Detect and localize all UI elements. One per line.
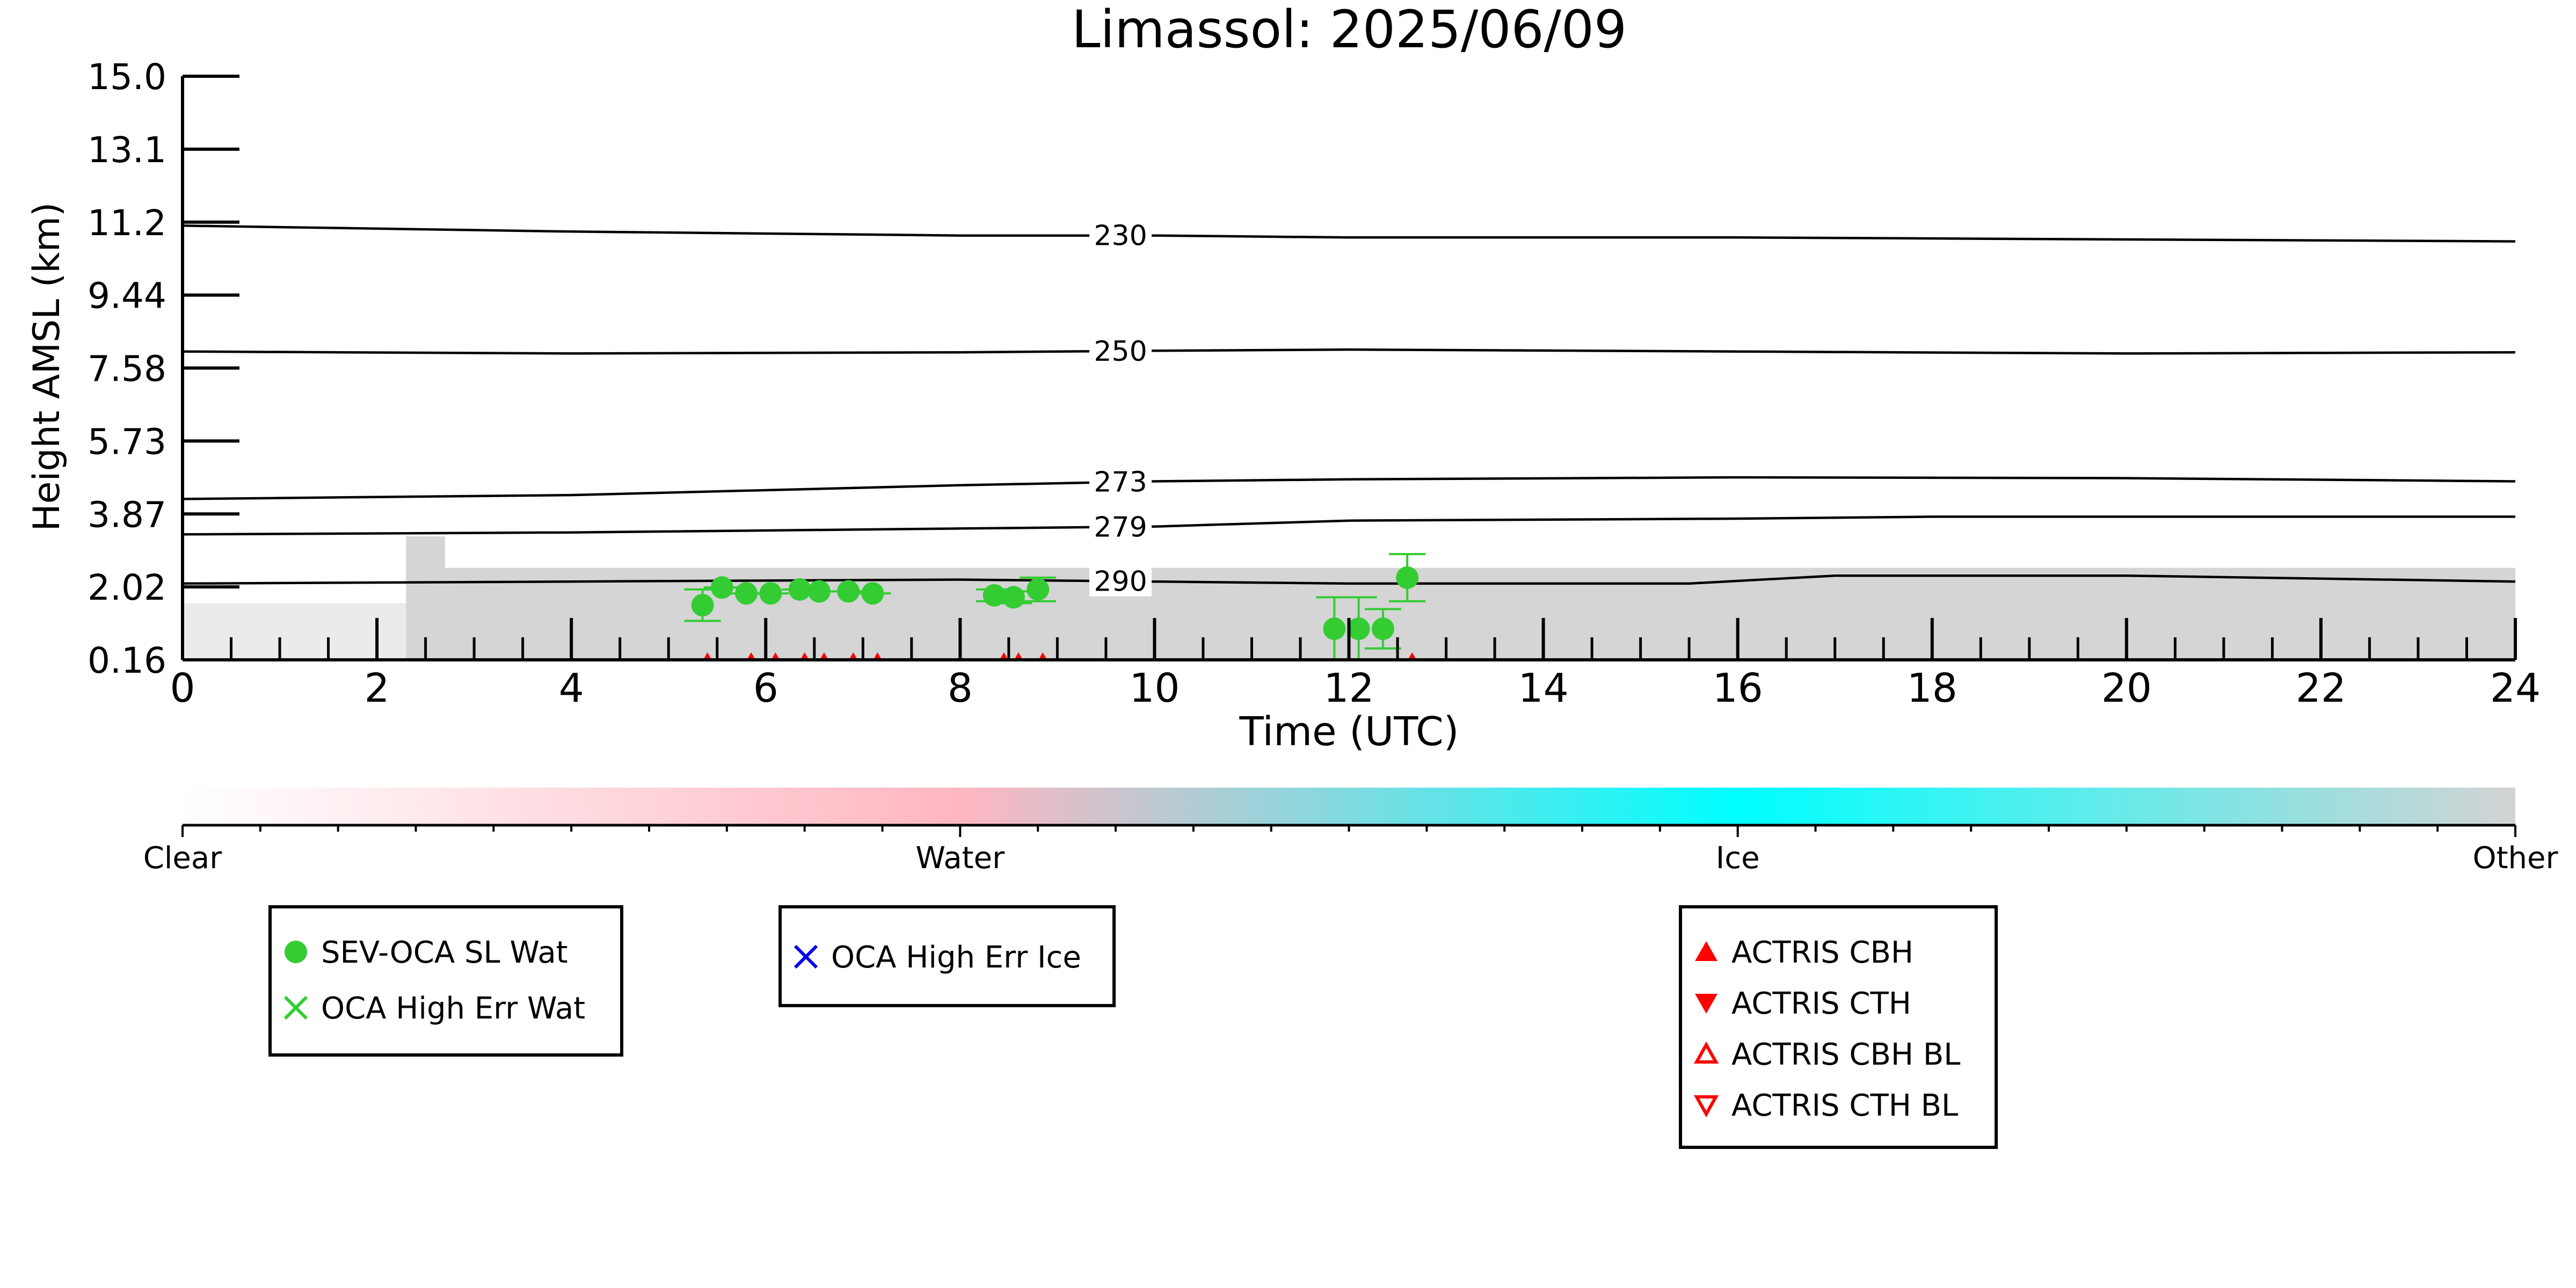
x-tick-label: 12	[1323, 665, 1374, 711]
marker-point	[1408, 652, 1417, 660]
marker-point	[759, 582, 782, 605]
legend-marker-x	[283, 995, 308, 1020]
legend-marker-triangle-up-open	[1693, 1041, 1719, 1064]
legend-marker-triangle-up	[1695, 941, 1718, 961]
contour-label: 230	[1094, 220, 1147, 252]
x-tick-label: 18	[1907, 665, 1958, 711]
x-tick-label: 24	[2490, 665, 2541, 711]
contour-label-bg	[1089, 465, 1152, 497]
legend-entry: SEV-OCA SL Wat	[321, 935, 568, 970]
marker-point	[1347, 617, 1370, 641]
legends: SEV-OCA SL Wat OCA High Err Wat OCA High E…	[268, 905, 1998, 1149]
y-tick-label: 7.58	[88, 348, 166, 390]
x-tick-label: 2	[365, 665, 390, 711]
contour-290	[182, 574, 2516, 585]
contour-label-bg	[1089, 334, 1152, 366]
marker-point	[861, 582, 884, 605]
marker-point	[710, 576, 733, 599]
y-axis-label: Height AMSL (km)	[26, 202, 68, 532]
colorbar: Clear Water Ice Other	[143, 788, 2558, 876]
x-axis-label: Time (UTC)	[1239, 709, 1459, 755]
marker-point	[771, 652, 780, 660]
marker-point	[1323, 617, 1346, 641]
temperature-contours: 230 250 273 279 290	[182, 219, 2516, 598]
x-tick-label: 8	[948, 665, 973, 711]
marker-point	[819, 652, 828, 660]
contour-label-bg	[1089, 511, 1152, 542]
y-tick-label: 15.0	[88, 56, 166, 98]
x-tick-label: 10	[1129, 665, 1180, 711]
colorbar-label: Ice	[1716, 841, 1760, 876]
colorbar-label: Water	[916, 841, 1006, 876]
legend-marker-circle	[285, 941, 307, 963]
x-tick-label: 0	[170, 665, 195, 711]
marker-point	[1027, 578, 1050, 601]
mask-sparse-region	[183, 603, 406, 660]
marker-point	[999, 652, 1008, 660]
chart-title: Limassol: 2025/06/09	[1072, 0, 1627, 60]
y-tick-label: 2.02	[88, 567, 166, 608]
y-tick-label: 3.87	[88, 494, 166, 535]
marker-point	[800, 652, 809, 660]
marker-point	[983, 584, 1006, 607]
y-tick-label: 0.16	[88, 640, 166, 681]
colorbar-label: Clear	[143, 841, 222, 876]
marker-point	[849, 652, 858, 660]
legend-box	[1679, 905, 1998, 1149]
x-tick-label: 20	[2101, 665, 2152, 711]
contour-279	[182, 515, 2515, 536]
marker-point	[1371, 617, 1394, 641]
contour-label-bg	[1089, 219, 1152, 251]
contour-273	[182, 476, 2516, 500]
marker-point	[1396, 566, 1419, 589]
colorbar-label: Other	[2472, 841, 2558, 876]
contour-230	[182, 224, 2516, 243]
legend-entry: ACTRIS CTH	[1731, 986, 1911, 1021]
x-tick-label: 6	[753, 665, 778, 711]
marker-point	[788, 578, 811, 601]
legend-marker-triangle-down-open	[1693, 1095, 1719, 1118]
marker-point	[1014, 652, 1023, 660]
contour-250	[182, 348, 2516, 355]
contour-label: 290	[1094, 566, 1147, 598]
x-tick-label: 14	[1518, 665, 1568, 711]
x-tick-label: 4	[559, 665, 584, 711]
marker-point	[837, 580, 860, 603]
y-tick-label: 13.1	[88, 129, 166, 171]
y-tick-label: 5.73	[88, 421, 166, 462]
contour-label: 273	[1094, 467, 1147, 499]
legend-box	[268, 905, 623, 1057]
marker-point	[1002, 586, 1025, 609]
marker-point	[735, 582, 758, 605]
legend-entry: OCA High Err Wat	[321, 991, 585, 1026]
colorbar-gradient	[183, 788, 2515, 825]
legend-entry: ACTRIS CBH	[1731, 935, 1913, 970]
data-markers	[684, 552, 1426, 661]
x-tick-label: 22	[2296, 665, 2346, 711]
contour-label-bg	[1089, 565, 1152, 596]
legend-entry: OCA High Err Ice	[831, 940, 1081, 975]
legend-entry: ACTRIS CBH BL	[1731, 1037, 1960, 1072]
marker-point	[1038, 652, 1047, 660]
y-tick-label: 9.44	[88, 275, 166, 317]
y-tick-label: 11.2	[88, 202, 166, 244]
legend-marker-triangle-down	[1695, 994, 1718, 1014]
marker-point	[703, 652, 712, 660]
legend-box	[778, 905, 1116, 1007]
contour-label: 250	[1094, 336, 1147, 368]
marker-point	[747, 652, 756, 660]
contour-label: 279	[1094, 511, 1147, 543]
marker-point	[807, 580, 831, 603]
legend-marker-x	[794, 944, 818, 969]
marker-point	[873, 652, 882, 660]
legend-entry: ACTRIS CTH BL	[1731, 1088, 1958, 1123]
x-tick-label: 16	[1713, 665, 1763, 711]
marker-point	[691, 594, 714, 617]
